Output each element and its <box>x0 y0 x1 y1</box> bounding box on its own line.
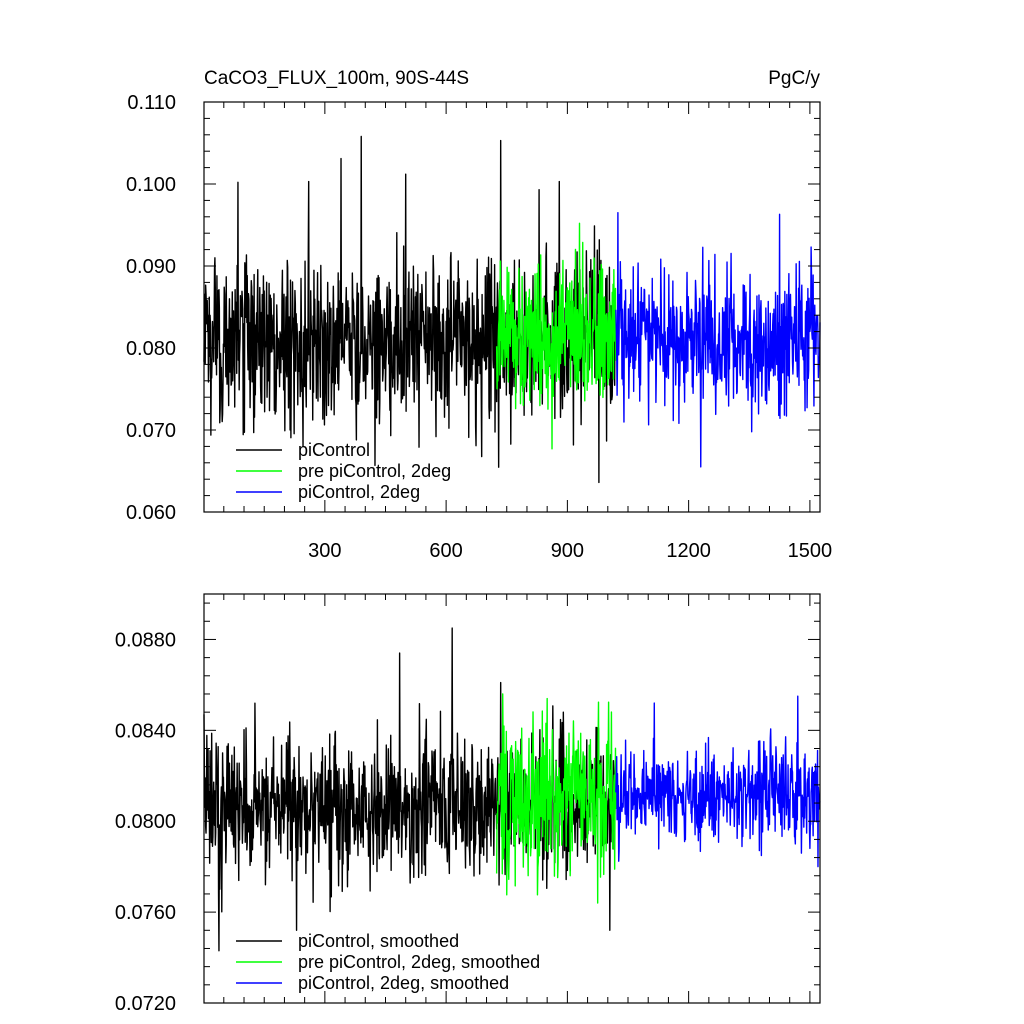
series-line <box>495 693 617 904</box>
axes: 300 600 900 1200 1500 0.060 0.070 0.080 0.090 0.1… <box>126 92 832 562</box>
series-line <box>615 212 821 468</box>
series-group <box>203 135 821 484</box>
y-tick-label: 0.100 <box>126 174 176 196</box>
series-group <box>203 627 821 952</box>
y-tick-label: 0.060 <box>126 502 176 524</box>
series-line <box>203 627 617 952</box>
legend-label: pre piControl, 2deg <box>298 461 451 481</box>
legend-label: piControl, 2deg, smoothed <box>298 973 509 993</box>
x-tick-label: 1500 <box>788 540 833 562</box>
y-tick-label: 0.080 <box>126 338 176 360</box>
series-line <box>615 695 821 868</box>
series-line <box>203 135 617 484</box>
y-tick-label: 0.0720 <box>115 993 176 1015</box>
x-tick-label: 600 <box>429 540 462 562</box>
bottom-panel: 0.0720 0.0760 0.0800 0.0840 0.0880 piControl… <box>115 593 821 1015</box>
x-tick-label: 900 <box>551 540 584 562</box>
plot-frame <box>203 593 821 1004</box>
legend-label: piControl, smoothed <box>298 931 459 951</box>
axes: 0.0720 0.0760 0.0800 0.0840 0.0880 <box>115 593 821 1015</box>
legend-label: piControl <box>298 440 370 460</box>
y-tick-label: 0.090 <box>126 256 176 278</box>
units-label: PgC/y <box>768 68 820 89</box>
legend-label: pre piControl, 2deg, smoothed <box>298 952 540 972</box>
x-tick-label: 1200 <box>666 540 711 562</box>
series-line <box>495 222 617 450</box>
y-tick-label: 0.0880 <box>115 629 176 651</box>
y-tick-label: 0.0760 <box>115 902 176 924</box>
top-panel: CaCO3_FLUX_100m, 90S-44S PgC/y 300 600 900… <box>126 68 832 562</box>
x-tick-label: 300 <box>308 540 341 562</box>
y-tick-label: 0.070 <box>126 420 176 442</box>
y-tick-label: 0.110 <box>127 92 176 114</box>
chart-title: CaCO3_FLUX_100m, 90S-44S <box>204 68 469 89</box>
y-tick-label: 0.0800 <box>115 811 176 833</box>
plot-frame <box>203 101 821 513</box>
y-tick-label: 0.0840 <box>115 720 176 742</box>
legend-label: piControl, 2deg <box>298 482 420 502</box>
